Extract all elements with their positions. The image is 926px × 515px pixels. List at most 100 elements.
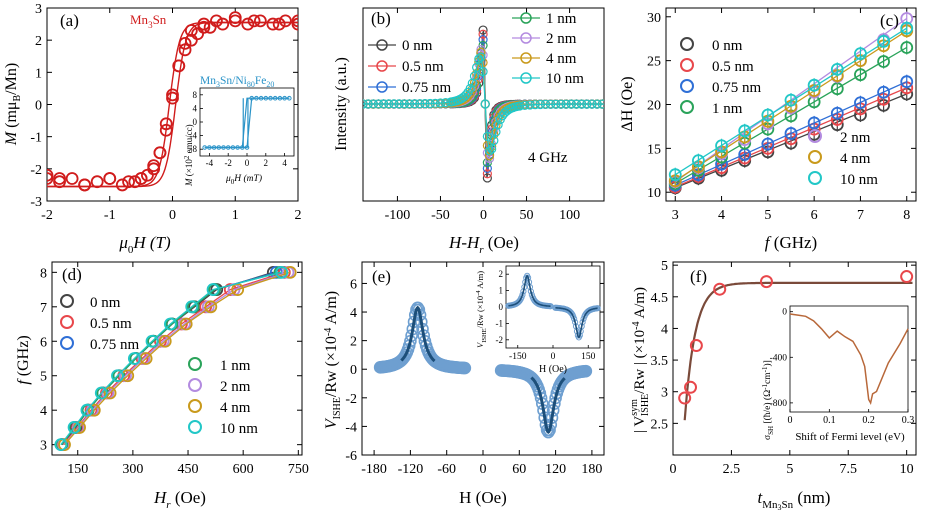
panel-f-ytick-label: 4	[661, 322, 668, 337]
panel-d-point	[94, 386, 108, 400]
panel-b-point	[561, 99, 571, 109]
panel-a-inset-point	[202, 145, 207, 150]
panel-a-inset-ytick-label: 4	[193, 103, 198, 113]
panel-d-legend-label: 0.5 nm	[90, 316, 132, 332]
panel-f-point	[759, 275, 773, 289]
panel-e-plot	[373, 301, 593, 439]
panel-d-legend-label: 2 nm	[220, 379, 251, 395]
panel-a-point	[128, 175, 142, 189]
panel-c-ytick-label: 25	[647, 55, 661, 70]
panel-c-legend: 0 nm 0.5 nm 0.75 nm 1 nm 2 nm 4 nm 10 nm	[680, 37, 878, 188]
panel-b-point	[482, 131, 492, 142]
panel-f-inset-curve	[789, 313, 909, 405]
panel-a-ytick-label: -2	[30, 163, 42, 178]
panel-a-inset-plot: -4 -2 0 2 4 -8 -4 0 4 8	[190, 90, 292, 168]
panel-e-inset-plot: -150 0 150 -2 -1 0 1 2	[496, 269, 601, 362]
panel-b-point	[363, 99, 368, 109]
panel-d-legend-label: 0 nm	[90, 295, 121, 311]
panel-b-point	[474, 54, 484, 64]
panel-f-point	[678, 391, 692, 405]
panel-b-point	[410, 99, 420, 109]
panel-e-inset-xtick-label: 150	[581, 352, 596, 362]
panel-b-point	[520, 100, 530, 110]
panel-a-xtick-label: 2	[295, 208, 302, 223]
panel-b-point	[476, 47, 486, 57]
panel-a-inset-point	[277, 95, 283, 101]
panel-b-legend-label: 4 nm	[546, 51, 577, 67]
panel-b-point	[430, 98, 440, 108]
panel-d-point	[179, 317, 193, 331]
panel-d-legend-marker	[60, 294, 74, 308]
panel-f-inset-ytick-label: -400	[770, 353, 788, 363]
panel-b: -100 -50 0 50 100 0 nm 0.5 nm 0.75 nm 1 nm 2 nm 4…	[333, 7, 605, 256]
panel-b-point	[373, 99, 384, 109]
panel-c-xtick-label: 6	[811, 208, 818, 223]
panel-c-xtick-label: 4	[718, 208, 725, 223]
panel-a-point	[178, 43, 192, 57]
panel-d-ytick-label: 7	[40, 301, 47, 316]
panel-b-xtick-label: 0	[480, 208, 487, 223]
panel-d-legend-marker	[60, 315, 74, 329]
panel-f-ticks: 0 2.5 5 7.5 10 2.5 3 3.5 4 4.5 5	[651, 259, 916, 477]
panel-b-point	[478, 25, 488, 35]
panel-c-ytick-label: 30	[647, 11, 661, 26]
panel-b-point	[399, 99, 409, 109]
panel-a-inset-ytick-label: 0	[193, 117, 198, 127]
panel-a-ylabel: M (mμB/Mn)	[3, 63, 23, 146]
panel-d-legend: 0 nm 0.5 nm 0.75 nm 1 nm 2 nm 4 nm 10 nm	[60, 294, 258, 437]
panel-a-inset-point	[263, 95, 269, 101]
panel-a-point	[266, 17, 280, 31]
panel-c-point	[668, 168, 682, 182]
panel-f-inset-ytick-label: 0	[782, 308, 787, 318]
panel-d-plot	[54, 265, 297, 452]
panel-d-point	[67, 421, 81, 434]
panel-f-point	[684, 380, 698, 394]
panel-b-point	[530, 100, 540, 110]
panel-d-ytick-label: 6	[40, 335, 47, 350]
panel-a-point	[184, 24, 198, 37]
panel-f-inset-xtick-label: 0.3	[902, 415, 915, 426]
panel-a-point	[247, 14, 261, 28]
panel-a-point	[228, 11, 242, 25]
panel-d-ytick-label: 8	[40, 266, 47, 281]
panel-f-inset-plot: 0 0.1 0.2 0.3 0 -400 -800	[770, 308, 915, 426]
panel-a-inset-point	[207, 145, 212, 150]
panel-b-point	[587, 99, 597, 109]
panel-e-point	[579, 364, 593, 378]
panel-f-plot	[678, 270, 914, 421]
panel-b-point	[480, 99, 490, 109]
panel-b-point	[415, 99, 425, 109]
panel-a-inset-ytick-label: 8	[193, 90, 198, 100]
panel-c-legend-marker	[808, 171, 822, 185]
panel-e-ytick-label: 0	[350, 363, 357, 378]
panel-f-inset-frame	[789, 305, 909, 413]
panel-e-inset-xtick-label: 0	[551, 352, 556, 362]
panel-a-inset-xtick-label: -4	[206, 158, 214, 168]
panel-e-ylabel: VISHE/Rw (×10-4 A/m)	[323, 291, 343, 429]
panel-d-xtick-label: 450	[178, 462, 199, 477]
panel-b-point	[363, 99, 373, 109]
panel-d-point	[185, 300, 199, 314]
panel-d-xtick-label: 750	[288, 462, 309, 477]
panel-d-ytick-label: 5	[40, 370, 47, 385]
panel-c-xlabel: f (GHz)	[765, 233, 817, 252]
panel-b-xtick-label: 50	[520, 208, 534, 223]
panel-a-inset: -4 -2 0 2 4 -8 -4 0 4 8 Mn3Sn/Ni80Fe20 M (×102 em…	[183, 75, 295, 187]
panel-c-legend-marker	[680, 100, 694, 114]
panel-c-point	[692, 154, 705, 168]
panel-d-point	[87, 403, 101, 417]
panel-c-legend-label: 1 nm	[712, 101, 743, 117]
panel-b-legend-marker	[376, 60, 388, 72]
panel-a-point	[197, 17, 211, 31]
panel-f-ytick-label: 5	[661, 259, 668, 274]
panel-b-legend-label: 2 nm	[546, 31, 577, 47]
panel-b-ticks: -100 -50 0 50 100	[385, 8, 580, 223]
panel-f-point	[900, 270, 914, 284]
panel-f-xtick-label: 2.5	[723, 462, 741, 477]
panel-a-inset-point	[249, 95, 254, 101]
panel-a-inset-point	[287, 95, 292, 101]
panel-b-point	[540, 99, 551, 110]
panel-c-legend-marker	[808, 129, 822, 143]
panel-a-inset-point	[254, 95, 259, 101]
